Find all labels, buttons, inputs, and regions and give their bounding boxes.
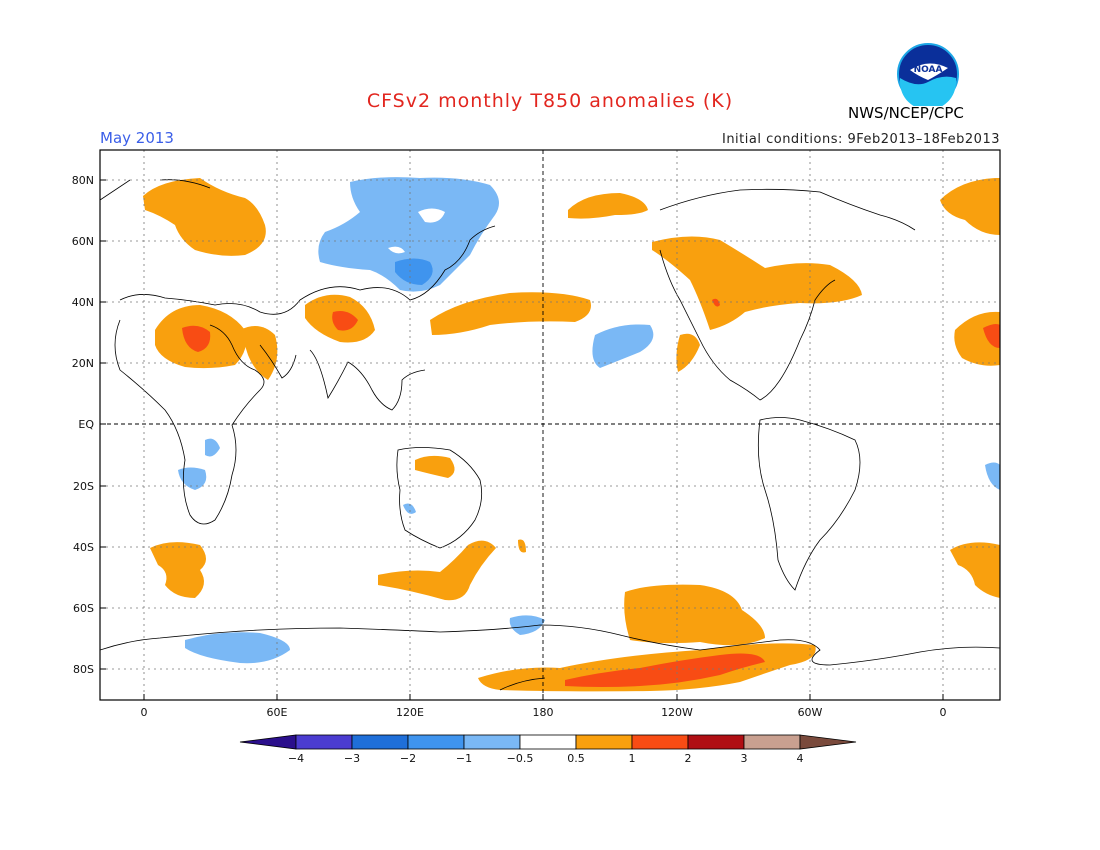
axis-ticks [100,179,944,700]
lat-label: 60N [72,235,94,248]
lon-label: 60E [267,706,288,719]
colorbar-label: −0.5 [507,752,534,765]
lon-label: 0 [940,706,947,719]
graticule [100,150,1000,700]
warm-anomaly-south-atlantic-east [950,542,1000,598]
colorbar-segment [351,734,409,750]
colorbar-label: 2 [685,752,692,765]
cool-anomaly-africa-east [205,438,220,457]
warm-anomaly-tasman [518,539,526,553]
strong-warm-sahara-east [983,324,1000,348]
colorbar-label: −2 [400,752,416,765]
agency-label: NWS/NCEP/CPC [848,104,964,122]
colorbar-label: −1 [456,752,472,765]
cool-anomaly-south-ocean [509,615,545,635]
colorbar: −4 −3 −2 −1 −0.5 0.5 1 2 3 4 [239,734,857,765]
latitude-labels: 80N 60N 40N 20N EQ 20S 40S 60S 80S [72,174,95,676]
lat-label: 40N [72,296,94,309]
warm-anomaly-europe-east [940,178,1000,235]
strong-cool-siberia [395,258,433,285]
cool-anomaly-africa-south [178,467,207,490]
colorbar-segment [575,734,633,750]
colorbar-min-arrow [239,734,297,750]
lat-label: 20S [73,480,94,493]
lat-label: 60S [73,602,94,615]
lon-label: 120E [396,706,424,719]
map-frame [99,149,1001,701]
warm-anomaly-south-atlantic [150,542,206,598]
cool-anomaly-siberia [318,177,499,292]
initial-conditions: Initial conditions: 9Feb2013–18Feb2013 [721,132,1000,147]
colorbar-segment [519,734,577,750]
warm-anomaly-bering [568,193,648,219]
noaa-logo-icon: NOAA [897,43,959,106]
warm-anomaly-sahara-east [954,311,1000,366]
lon-label: 180 [533,706,554,719]
colorbar-label: −3 [344,752,360,765]
strong-warm-tibet [332,311,358,331]
warm-anomaly-australia-north [415,455,455,478]
strong-warm-north-america [712,298,720,307]
colorbar-segment [743,734,801,750]
coastlines [100,179,1000,691]
colorbar-label: 3 [741,752,748,765]
lat-label: EQ [78,418,94,431]
colorbar-segment [295,734,353,750]
colorbar-segment [407,734,465,750]
strong-warm-sahara [182,325,211,352]
warm-anomaly-arabia [240,326,278,380]
longitude-labels: 0 60E 120E 180 120W 60W 0 [141,706,947,719]
noaa-logo-text: NOAA [914,65,943,75]
forecast-month: May 2013 [100,129,174,147]
lon-label: 60W [798,706,823,719]
colorbar-max-arrow [799,734,857,750]
cool-anomaly-central-pacific [592,324,654,368]
warm-anomaly-south-pacific [624,584,765,646]
lon-label: 0 [141,706,148,719]
cool-anomaly-africa-east-right [985,462,1000,490]
colorbar-segment [463,734,521,750]
lat-label: 20N [72,357,94,370]
colorbar-segment [631,734,689,750]
colorbar-label: 4 [797,752,804,765]
warm-anomaly-north-america [652,236,862,330]
lat-label: 40S [73,541,94,554]
lat-label: 80N [72,174,94,187]
colorbar-label: 1 [629,752,636,765]
cool-anomaly-antarctic-indian [185,632,290,664]
anomaly-shading [143,177,1000,692]
colorbar-label: 0.5 [567,752,585,765]
reference-lines [100,150,1000,700]
lat-label: 80S [73,663,94,676]
map-title: CFSv2 monthly T850 anomalies (K) [366,90,734,112]
cool-anomaly-australia-west [403,503,416,514]
lon-label: 120W [661,706,693,719]
warm-anomaly-south-indian [378,540,496,601]
strong-warm-antarctica [565,653,765,687]
warm-anomaly-greenland-europe [143,178,266,256]
warm-anomaly-north-pacific [430,292,591,335]
colorbar-label: −4 [288,752,304,765]
warm-anomaly-mexico [676,333,700,372]
colorbar-segment [687,734,745,750]
